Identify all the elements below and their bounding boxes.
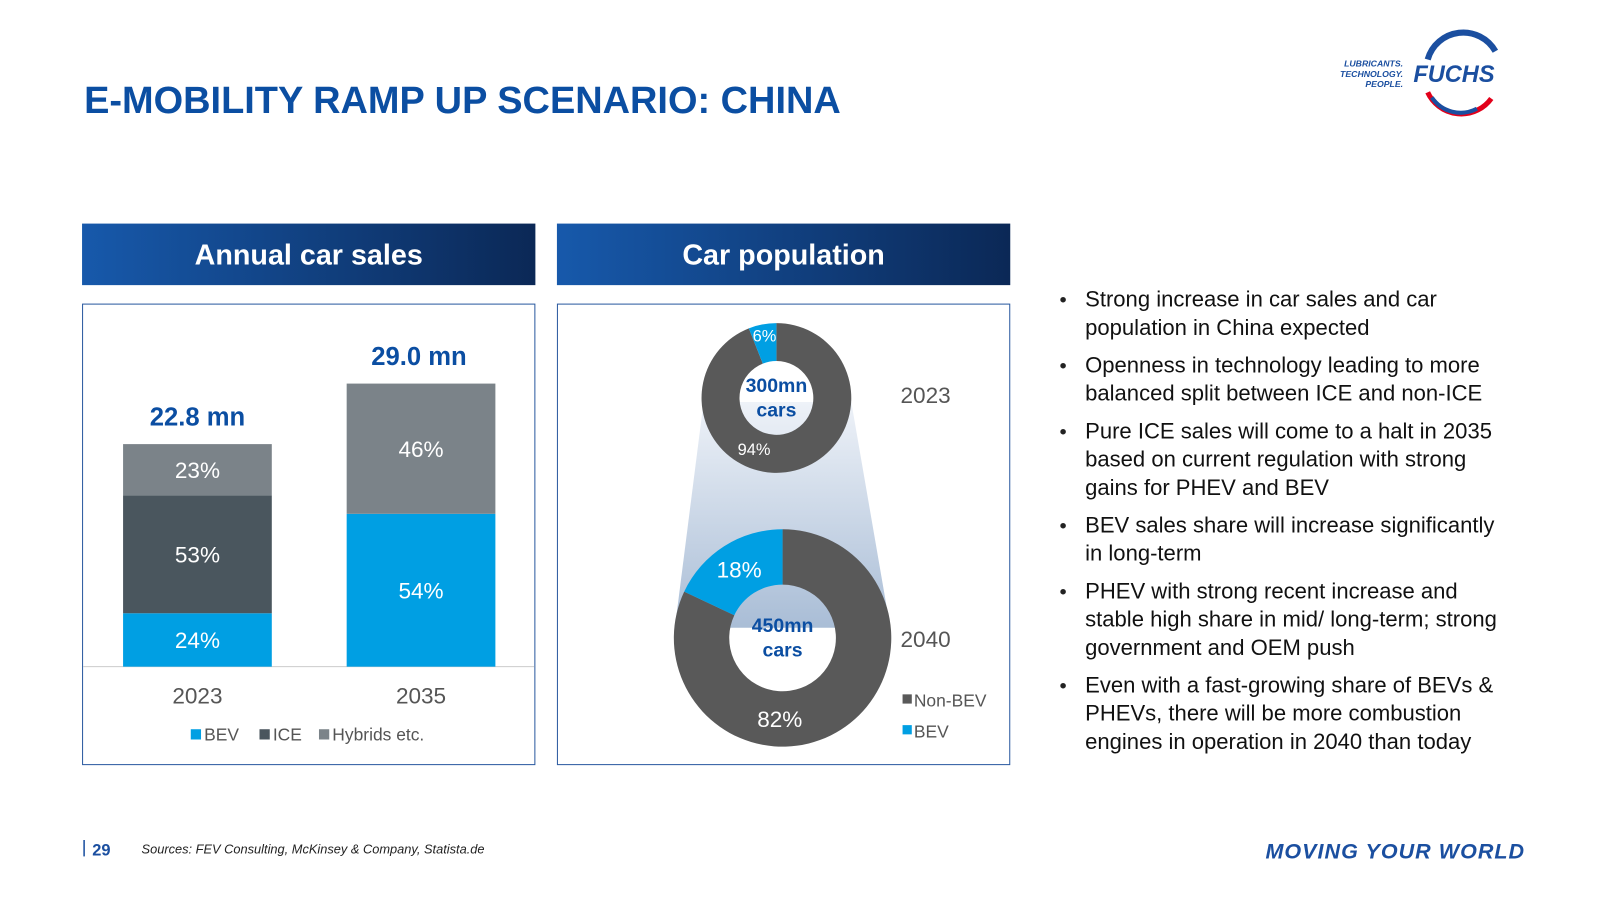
legend-swatch <box>259 729 270 740</box>
legend-swatch <box>190 729 202 740</box>
value-label: 6% <box>753 327 777 345</box>
logo-tagline: TECHNOLOGY. <box>1340 69 1403 79</box>
logo: FUCHS LUBRICANTS. TECHNOLOGY. PEOPLE. <box>1340 29 1499 117</box>
sources: Sources: FEV Consulting, McKinsey & Comp… <box>142 841 485 856</box>
donut-segment <box>673 529 892 747</box>
value-label: 94% <box>738 441 771 459</box>
value-label: 54% <box>398 578 443 603</box>
bullet-text: PHEV with strong recent increase and <box>1085 579 1458 604</box>
x-tick-label: 2035 <box>396 684 446 709</box>
legend-label: Non-BEV <box>914 691 987 711</box>
legend-swatch <box>902 694 912 704</box>
x-tick-label: 2023 <box>172 684 222 709</box>
donut-segment <box>701 323 852 473</box>
bullet-text: balanced split between ICE and non-ICE <box>1085 381 1482 406</box>
bullet-dot: • <box>1059 675 1066 698</box>
legend-label: BEV <box>204 725 239 745</box>
bar-segment <box>123 495 272 614</box>
legend-label: Hybrids etc. <box>332 725 424 745</box>
panel-frame <box>82 303 536 766</box>
bullet-dot: • <box>1059 421 1066 444</box>
bar-segment <box>346 513 496 667</box>
donut-segment <box>748 323 777 364</box>
logo-tagline: PEOPLE. <box>1365 79 1403 89</box>
pie-label: 2023 <box>901 383 951 408</box>
value-label: 23% <box>175 458 220 483</box>
bullet-text: BEV sales share will increase significan… <box>1085 513 1494 538</box>
center-label: cars <box>756 399 796 421</box>
bullet-text: population in China expected <box>1085 315 1369 340</box>
bullet-text: stable high share in mid/ long-term; str… <box>1085 607 1497 632</box>
logo-tagline: LUBRICANTS. <box>1344 59 1403 69</box>
bullet-text: based on current regulation with strong <box>1085 447 1466 472</box>
page-number: 29 <box>92 841 110 859</box>
bullet-text: Openness in technology leading to more <box>1085 353 1480 378</box>
center-label: 300mn <box>746 375 808 397</box>
value-label: 82% <box>757 707 802 732</box>
bullet-dot: • <box>1059 581 1066 604</box>
bullet-text: in long-term <box>1085 541 1201 566</box>
bullet-dot: • <box>1059 355 1066 378</box>
legend-label: ICE <box>273 725 302 745</box>
center-label: cars <box>763 639 803 661</box>
legend-swatch <box>318 729 330 740</box>
panel-header <box>82 223 536 286</box>
bullet-text: Even with a fast-growing share of BEVs & <box>1085 673 1493 698</box>
panel-title: Annual car sales <box>195 240 423 272</box>
panel-header <box>556 223 1011 286</box>
pie-label: 2040 <box>901 627 951 652</box>
slide-title: E-MOBILITY RAMP UP SCENARIO: CHINA <box>84 80 841 122</box>
panel-frame <box>556 303 1011 766</box>
total-label: 29.0 mn <box>371 343 466 371</box>
logo-brand: FUCHS <box>1413 61 1494 87</box>
legend-swatch <box>902 725 912 735</box>
value-label: 18% <box>717 557 762 582</box>
bar-segment <box>123 444 272 496</box>
center-label: 450mn <box>752 615 814 637</box>
bullet-dot: • <box>1059 515 1066 538</box>
slogan: MOVING YOUR WORLD <box>1265 839 1525 863</box>
total-label: 22.8 mn <box>150 404 245 432</box>
donut-segment <box>684 529 783 616</box>
bullet-text: engines in operation in 2040 than today <box>1085 729 1471 754</box>
bullet-text: gains for PHEV and BEV <box>1085 475 1329 500</box>
value-label: 46% <box>398 437 443 462</box>
legend-label: BEV <box>914 721 949 741</box>
bullet-text: PHEVs, there will be more combustion <box>1085 701 1461 726</box>
value-label: 24% <box>175 628 220 653</box>
bar-segment <box>346 383 496 514</box>
panel-title: Car population <box>682 240 885 272</box>
bullet-text: Pure ICE sales will come to a halt in 20… <box>1085 419 1492 444</box>
bar-segment <box>123 613 272 667</box>
bullet-text: government and OEM push <box>1085 635 1355 660</box>
bullet-text: Strong increase in car sales and car <box>1085 287 1437 312</box>
bullet-dot: • <box>1059 289 1066 312</box>
value-label: 53% <box>175 542 220 567</box>
